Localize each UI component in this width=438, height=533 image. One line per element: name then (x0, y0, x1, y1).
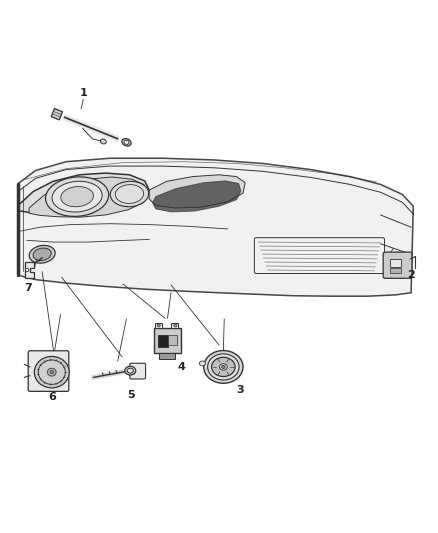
Polygon shape (18, 158, 413, 296)
Ellipse shape (61, 187, 93, 207)
Ellipse shape (124, 140, 129, 144)
Ellipse shape (125, 366, 136, 375)
Text: 3: 3 (236, 385, 244, 394)
Ellipse shape (127, 368, 133, 373)
Ellipse shape (208, 354, 239, 380)
Ellipse shape (46, 177, 109, 216)
Polygon shape (152, 181, 241, 212)
Ellipse shape (174, 324, 177, 327)
Ellipse shape (50, 370, 53, 374)
Text: 5: 5 (127, 390, 134, 400)
FancyBboxPatch shape (28, 351, 69, 391)
Polygon shape (18, 173, 149, 215)
Text: 7: 7 (24, 284, 32, 293)
Polygon shape (29, 177, 148, 217)
Ellipse shape (29, 245, 55, 263)
Ellipse shape (34, 357, 69, 388)
Ellipse shape (25, 269, 29, 271)
Ellipse shape (212, 357, 235, 376)
FancyBboxPatch shape (155, 323, 162, 328)
Ellipse shape (47, 368, 56, 376)
Ellipse shape (100, 139, 106, 144)
FancyBboxPatch shape (130, 364, 145, 379)
Ellipse shape (222, 366, 225, 368)
FancyBboxPatch shape (158, 335, 168, 347)
Ellipse shape (33, 248, 51, 261)
Ellipse shape (122, 139, 131, 146)
FancyBboxPatch shape (154, 328, 181, 353)
FancyBboxPatch shape (159, 353, 175, 359)
Ellipse shape (204, 351, 243, 383)
Text: 4: 4 (178, 362, 186, 372)
Bar (390, 259, 401, 266)
Ellipse shape (115, 184, 144, 204)
FancyBboxPatch shape (168, 335, 177, 345)
Text: 2: 2 (407, 270, 415, 280)
Text: 6: 6 (48, 392, 56, 402)
Polygon shape (149, 175, 245, 208)
Polygon shape (51, 109, 63, 120)
Ellipse shape (199, 361, 205, 366)
Ellipse shape (110, 181, 148, 207)
FancyBboxPatch shape (171, 323, 178, 328)
Ellipse shape (219, 364, 227, 370)
Ellipse shape (157, 324, 160, 327)
Ellipse shape (52, 181, 102, 212)
Ellipse shape (38, 360, 65, 384)
Bar (390, 268, 401, 273)
FancyBboxPatch shape (383, 252, 412, 278)
Text: 1: 1 (79, 88, 87, 98)
Polygon shape (25, 262, 34, 278)
